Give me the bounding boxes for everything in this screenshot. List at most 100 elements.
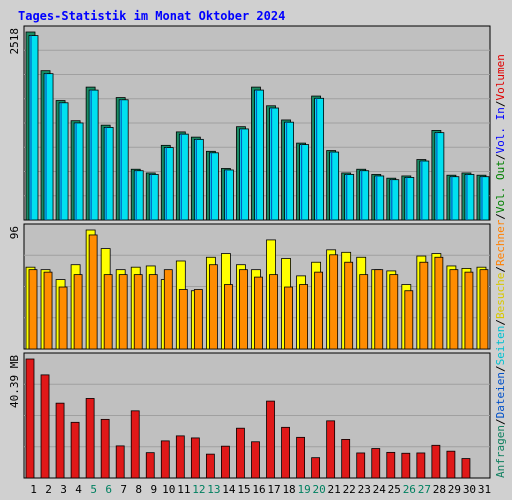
day-3-requests [55, 100, 69, 221]
bar-dateien [239, 128, 249, 221]
day-8-requests [130, 168, 144, 221]
x-tick-label: 12 [192, 483, 205, 496]
day-27-volume [416, 452, 426, 479]
panel-requests: 2518 [8, 25, 491, 221]
day-3-visits [55, 279, 68, 350]
x-tick-label: 11 [177, 483, 190, 496]
day-27-requests [416, 159, 430, 221]
bar-volumen [205, 453, 215, 479]
x-tick-label: 13 [207, 483, 220, 496]
day-17-visits [266, 239, 278, 350]
bar-rechner [133, 274, 143, 350]
day-11-visits [175, 260, 188, 350]
bar-dateien [254, 89, 264, 221]
day-22-visits [341, 251, 354, 350]
bar-rechner [434, 256, 444, 350]
y-max-label: 2518 [8, 28, 21, 55]
day-19-requests [296, 142, 309, 221]
day-19-visits [296, 275, 308, 350]
day-11-volume [175, 435, 185, 479]
bar-volumen [341, 439, 351, 479]
day-12-volume [190, 437, 200, 479]
bar-volumen [356, 452, 366, 479]
day-1-volume [25, 358, 35, 479]
day-13-visits [205, 256, 218, 350]
legend-entry: / [494, 319, 507, 326]
day-23-visits [356, 256, 369, 350]
bar-volumen [70, 421, 80, 479]
bar-volumen [25, 358, 35, 479]
legend-entry: Volumen [494, 54, 507, 100]
bar-rechner [118, 274, 128, 350]
x-tick-label: 10 [162, 483, 175, 496]
x-tick-label: 9 [150, 483, 157, 496]
day-17-requests [266, 105, 279, 221]
bar-rechner [239, 269, 248, 350]
x-tick-label: 5 [90, 483, 97, 496]
day-10-requests [160, 144, 174, 221]
day-17-volume [266, 400, 275, 479]
bar-dateien [344, 174, 355, 221]
bar-dateien [43, 73, 54, 221]
x-tick-label: 8 [135, 483, 142, 496]
bar-dateien [434, 132, 445, 221]
x-tick-label: 31 [478, 483, 491, 496]
y-max-label: 96 [8, 226, 21, 239]
day-12-visits [190, 289, 203, 350]
day-29-volume [446, 450, 456, 479]
bar-rechner [208, 264, 218, 350]
x-tick-label: 25 [388, 483, 401, 496]
bar-dateien [464, 174, 475, 221]
bar-rechner [28, 269, 38, 350]
bar-dateien [479, 176, 490, 221]
day-26-volume [401, 452, 411, 479]
day-2-visits [40, 269, 53, 350]
bar-rechner [103, 274, 113, 350]
day-10-volume [160, 440, 170, 479]
x-tick-label: 29 [448, 483, 461, 496]
day-30-visits [461, 268, 474, 350]
day-15-volume [236, 427, 245, 479]
day-2-requests [40, 70, 54, 221]
bar-dateien [314, 97, 325, 221]
day-5-volume [85, 398, 95, 479]
bar-dateien [284, 121, 294, 221]
legend-entry: Vol. Out [494, 160, 507, 213]
day-23-volume [356, 452, 366, 479]
day-7-requests [115, 97, 129, 221]
x-tick-label: 15 [237, 483, 250, 496]
bar-volumen [160, 440, 170, 479]
bar-dateien [88, 89, 99, 221]
bar-volumen [236, 427, 245, 479]
legend-entry: / [494, 153, 507, 160]
legend-entry: / [494, 266, 507, 273]
bar-volumen [326, 420, 336, 479]
bar-dateien [299, 144, 309, 221]
bar-dateien [178, 133, 189, 221]
bar-rechner [344, 261, 354, 350]
bar-volumen [446, 450, 456, 479]
bar-rechner [73, 274, 83, 350]
x-tick-label: 2 [45, 483, 52, 496]
bar-rechner [284, 286, 293, 350]
legend-entry: / [494, 365, 507, 372]
bar-rechner [193, 289, 203, 350]
day-9-volume [145, 452, 155, 479]
bar-volumen [416, 452, 426, 479]
panel-volume: 40.39 MB [8, 352, 491, 479]
bar-volumen [40, 374, 50, 479]
day-14-volume [221, 445, 230, 479]
day-18-visits [281, 258, 293, 350]
bar-dateien [193, 138, 204, 221]
day-28-requests [431, 130, 445, 221]
x-tick-label: 3 [60, 483, 67, 496]
day-7-volume [115, 445, 125, 479]
x-tick-label: 17 [267, 483, 280, 496]
day-30-volume [461, 458, 471, 479]
bar-rechner [329, 254, 339, 350]
x-tick-label: 28 [433, 483, 446, 496]
legend-entry: Dateien [494, 372, 507, 418]
day-21-volume [326, 420, 336, 479]
day-9-visits [145, 265, 158, 350]
